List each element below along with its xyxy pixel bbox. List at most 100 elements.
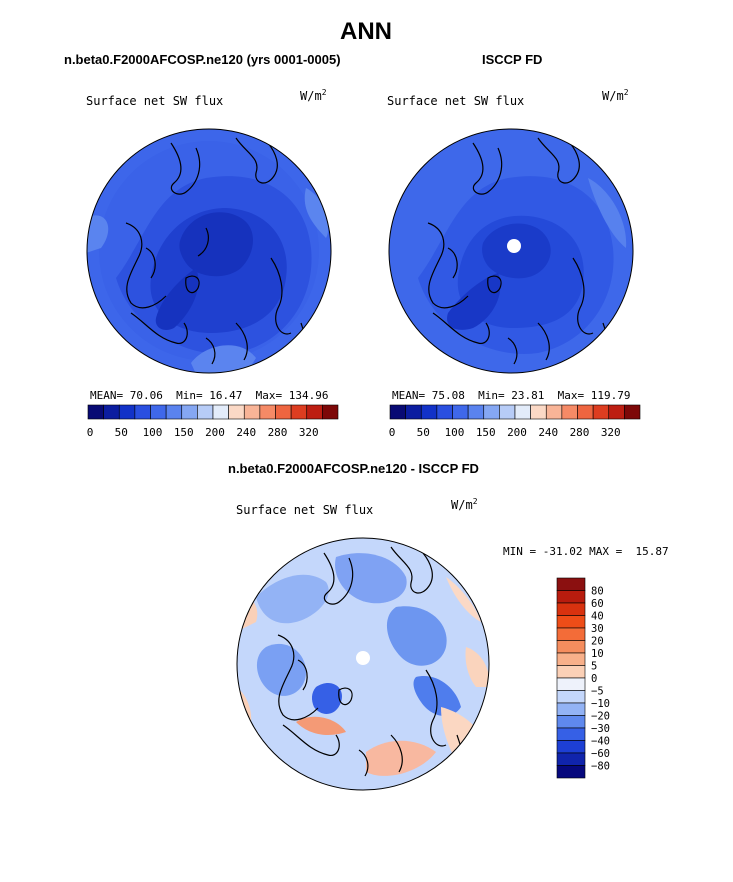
colorbar-swatch — [228, 404, 245, 420]
colorbar-swatch — [556, 590, 586, 604]
colorbar-tick-label: 0 — [591, 673, 597, 685]
left-mean-value: 70.06 — [129, 389, 163, 402]
colorbar-swatch — [545, 404, 563, 420]
colorbar-swatch — [290, 404, 308, 420]
bottom-polar-map — [236, 537, 490, 791]
left-stats: MEAN= 70.06 Min= 16.47 Max= 134.96 — [90, 389, 329, 402]
panel-left-title: n.beta0.F2000AFCOSP.ne120 (yrs 0001-0005… — [64, 52, 341, 67]
colorbar-tick-label: −5 — [591, 686, 604, 698]
colorbar-tick-label: 10 — [591, 648, 604, 660]
colorbar-swatch — [243, 404, 261, 420]
colorbar-tick-label: 40 — [591, 611, 604, 623]
colorbar-tick-label: −10 — [591, 698, 610, 710]
colorbar-swatch — [556, 652, 586, 666]
colorbar-swatch — [452, 404, 469, 420]
right-units-base: W/m — [602, 89, 624, 103]
right-min-label: Min= — [478, 389, 505, 402]
colorbar-swatch — [530, 404, 547, 420]
colorbar-swatch — [483, 404, 500, 420]
colorbar-tick-label: 0 — [389, 426, 396, 439]
colorbar-swatch — [389, 404, 406, 420]
colorbar-swatch — [556, 665, 586, 679]
bottom-min-label: MIN = — [503, 545, 537, 558]
colorbar-swatch — [118, 404, 136, 420]
colorbar-tick-label: 100 — [143, 426, 163, 439]
colorbar-swatch — [556, 627, 586, 641]
colorbar-swatch — [150, 404, 167, 420]
colorbar-swatch — [556, 740, 586, 754]
colorbar-swatch — [436, 404, 453, 420]
left-units-label: W/m2 — [300, 88, 327, 103]
colorbar-tick-label: 320 — [299, 426, 319, 439]
colorbar-swatch — [556, 615, 586, 629]
colorbar-swatch — [577, 404, 594, 420]
right-units-exp: 2 — [623, 88, 629, 97]
colorbar-swatch — [181, 404, 198, 420]
colorbar-swatch — [556, 690, 586, 704]
colorbar-swatch — [306, 404, 323, 420]
colorbar-tick-label: 150 — [476, 426, 496, 439]
colorbar-tick-label: 100 — [445, 426, 465, 439]
colorbar-swatch — [556, 677, 586, 691]
colorbar-swatch — [556, 715, 586, 729]
colorbar-swatch — [556, 577, 586, 591]
colorbar-swatch — [197, 404, 214, 420]
bottom-max-label: MAX = — [589, 545, 623, 558]
right-max-label: Max= — [557, 389, 585, 402]
panel-bottom-title: n.beta0.F2000AFCOSP.ne120 - ISCCP FD — [228, 461, 479, 476]
colorbar-swatch — [212, 404, 229, 420]
right-colorbar: 0 50 100 150 200 240 280 320 — [389, 404, 641, 439]
left-units-base: W/m — [300, 89, 322, 103]
bottom-stats: MIN = -31.02 MAX = 15.87 — [503, 545, 669, 558]
panel-right-title: ISCCP FD — [482, 52, 543, 67]
left-colorbar: 0 50 100 150 200 240 280 320 — [87, 404, 339, 439]
bottom-max-value: 15.87 — [635, 545, 669, 558]
colorbar-swatch — [556, 752, 586, 766]
colorbar-swatch — [556, 727, 586, 741]
colorbar-tick-label: 50 — [417, 426, 430, 439]
right-min-value: 23.81 — [511, 389, 545, 402]
left-mean-label: MEAN= — [90, 389, 124, 402]
colorbar-tick-label: 280 — [268, 426, 288, 439]
colorbar-swatch — [134, 404, 151, 420]
bottom-min-value: -31.02 — [542, 545, 583, 558]
colorbar-tick-label: 80 — [591, 586, 604, 598]
colorbar-swatch — [103, 404, 120, 420]
colorbar-tick-label: −80 — [591, 761, 610, 773]
right-units-label: W/m2 — [602, 88, 629, 103]
left-polar-map — [86, 128, 332, 374]
colorbar-tick-label: 30 — [591, 623, 604, 635]
colorbar-tick-label: 50 — [115, 426, 128, 439]
colorbar-swatch — [420, 404, 438, 420]
colorbar-swatch — [87, 404, 104, 420]
right-mean-label: MEAN= — [392, 389, 426, 402]
colorbar-tick-label: 60 — [591, 598, 604, 610]
colorbar-tick-label: 280 — [570, 426, 590, 439]
colorbar-tick-label: −40 — [591, 736, 610, 748]
colorbar-swatch — [624, 404, 641, 420]
figure-title: ANN — [340, 18, 392, 45]
right-variable-label: Surface net SW flux — [387, 94, 525, 108]
bottom-variable-label: Surface net SW flux — [236, 503, 374, 517]
colorbar-swatch — [556, 602, 586, 616]
bottom-units-exp: 2 — [472, 497, 478, 506]
colorbar-tick-label: 5 — [591, 661, 597, 673]
colorbar-tick-label: 150 — [174, 426, 194, 439]
right-stats: MEAN= 75.08 Min= 23.81 Max= 119.79 — [392, 389, 631, 402]
colorbar-tick-label: 240 — [236, 426, 256, 439]
colorbar-swatch — [556, 765, 586, 779]
bottom-units-label: W/m2 — [451, 497, 478, 512]
left-max-value: 134.96 — [288, 389, 329, 402]
colorbar-swatch — [592, 404, 610, 420]
colorbar-swatch — [556, 640, 586, 654]
colorbar-tick-label: 240 — [538, 426, 558, 439]
colorbar-swatch — [467, 404, 485, 420]
colorbar-swatch — [608, 404, 625, 420]
right-max-value: 119.79 — [590, 389, 631, 402]
colorbar-swatch — [322, 404, 339, 420]
colorbar-swatch — [275, 404, 292, 420]
colorbar-tick-label: −20 — [591, 711, 610, 723]
left-max-label: Max= — [255, 389, 283, 402]
colorbar-tick-label: 20 — [591, 636, 604, 648]
